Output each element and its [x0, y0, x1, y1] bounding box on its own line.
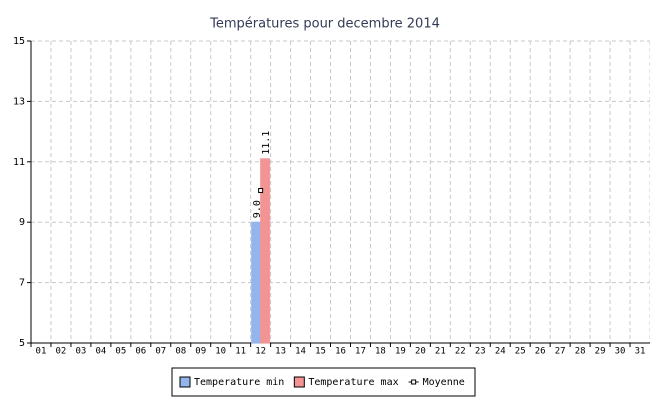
legend-label: Moyenne — [423, 377, 465, 388]
x-tick-label: 06 — [135, 347, 146, 357]
x-tick-label: 25 — [515, 347, 526, 357]
legend-label: Temperature min — [194, 377, 284, 388]
x-tick-label: 14 — [295, 347, 306, 357]
x-tick-label: 07 — [155, 347, 166, 357]
y-tick-label: 5 — [19, 338, 25, 349]
x-tick-label: 16 — [335, 347, 346, 357]
line-marker — [258, 187, 264, 193]
y-tick-label: 11 — [13, 157, 25, 168]
x-tick-label: 17 — [355, 347, 366, 357]
bar — [260, 158, 271, 344]
x-tick-label: 19 — [395, 347, 406, 357]
legend-label: Temperature max — [308, 377, 398, 388]
legend-marker — [411, 379, 417, 385]
x-tick-label: 03 — [75, 347, 86, 357]
legend-box — [171, 367, 476, 397]
legend-swatch — [179, 376, 191, 388]
chart-title: Températures pour decembre 2014 — [209, 17, 440, 32]
x-tick-label: 26 — [535, 347, 546, 357]
x-tick-label: 22 — [455, 347, 466, 357]
x-tick-label: 13 — [275, 347, 286, 357]
y-tick-label: 13 — [13, 96, 25, 107]
x-tick-label: 21 — [435, 347, 446, 357]
x-tick-label: 10 — [215, 347, 226, 357]
x-tick-label: 15 — [315, 347, 326, 357]
x-tick-label: 12 — [255, 347, 266, 357]
y-tick-label: 15 — [13, 36, 25, 47]
x-tick-label: 08 — [175, 347, 186, 357]
y-tick-label: 7 — [19, 278, 25, 289]
x-tick-label: 28 — [575, 347, 586, 357]
value-label: 11.1 — [261, 131, 272, 155]
x-tick-label: 04 — [95, 347, 106, 357]
x-tick-label: 09 — [195, 347, 206, 357]
x-tick-label: 27 — [555, 347, 566, 357]
x-tick-label: 05 — [115, 347, 126, 357]
legend-swatch — [293, 376, 305, 388]
x-tick-label: 11 — [235, 347, 246, 357]
x-tick-label: 30 — [615, 347, 626, 357]
bar — [251, 221, 262, 344]
x-tick-label: 02 — [56, 347, 67, 357]
x-tick-label: 01 — [36, 347, 47, 357]
x-tick-label: 29 — [595, 347, 606, 357]
x-tick-label: 24 — [495, 347, 506, 357]
x-tick-label: 20 — [415, 347, 426, 357]
x-tick-label: 23 — [475, 347, 486, 357]
value-label: 9.0 — [252, 200, 263, 218]
y-tick-label: 9 — [19, 217, 25, 228]
x-tick-label: 31 — [635, 347, 646, 357]
x-tick-label: 18 — [375, 347, 386, 357]
